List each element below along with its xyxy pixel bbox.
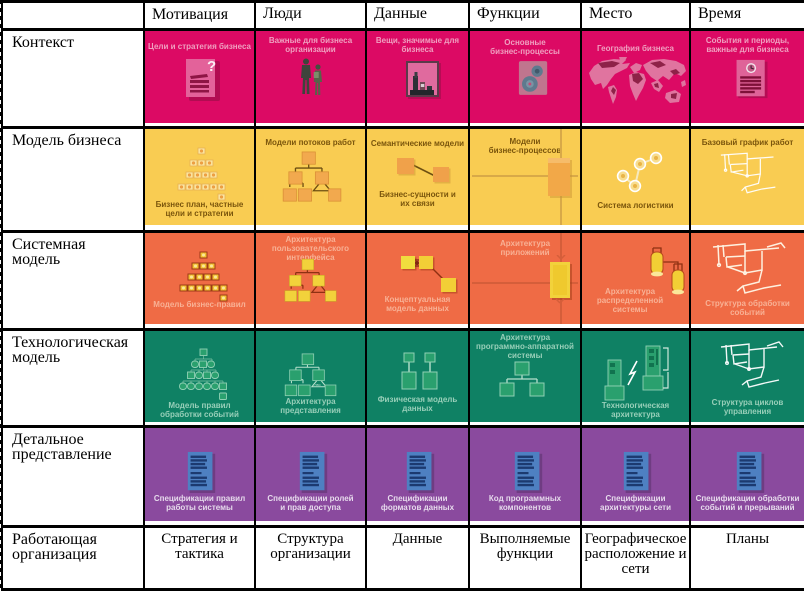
svg-text:ЛВС: ЛВС (315, 383, 322, 387)
svg-text:?: ? (207, 58, 216, 75)
